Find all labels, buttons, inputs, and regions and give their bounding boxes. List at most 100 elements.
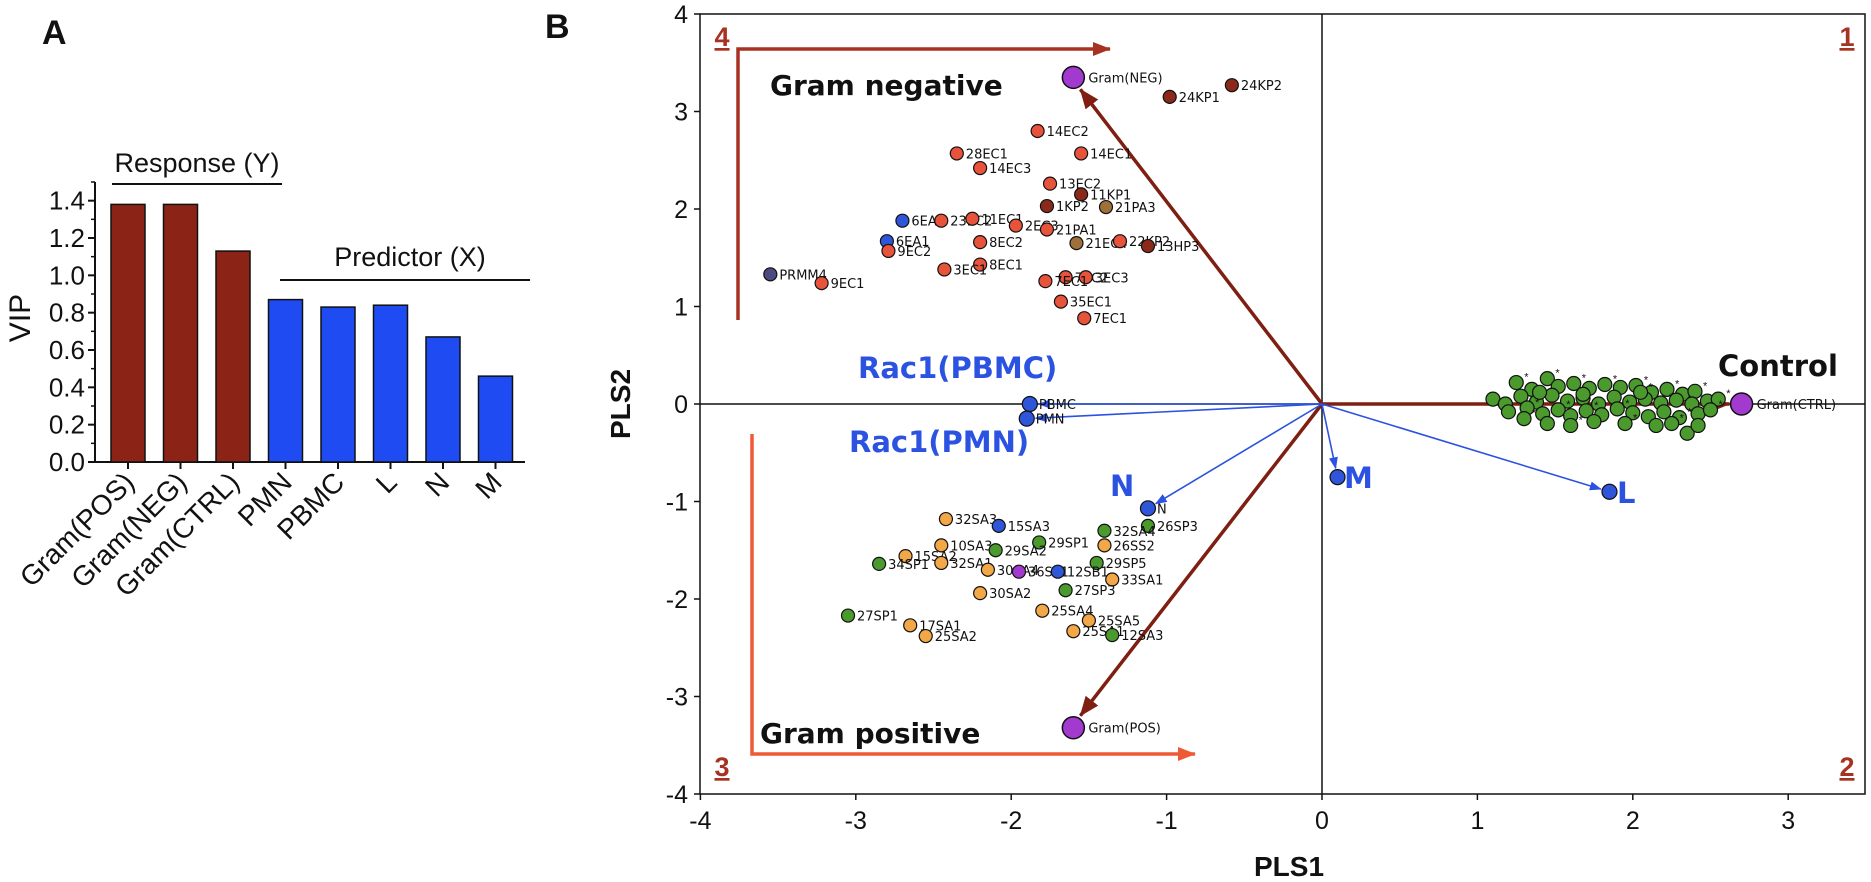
rac1-pmn-label: Rac1(PMN) <box>849 425 1029 459</box>
pls1-tick-label: -2 <box>1000 807 1022 835</box>
gram-positive-point-label: 12SA3 <box>1121 629 1163 644</box>
predictor-loading-arrow <box>1321 403 1602 491</box>
gram-negative-point-label: 11KP1 <box>1090 188 1131 203</box>
gram-negative-point-label: 13EC2 <box>1059 178 1101 193</box>
gram-positive-point-label: 25SA4 <box>1051 605 1093 620</box>
predictor-point-label: PBMC <box>1039 398 1076 413</box>
control-point <box>1609 401 1625 417</box>
control-point <box>1559 393 1576 409</box>
gram-positive-point <box>872 556 887 572</box>
pls2-tick-label: 3 <box>674 99 688 127</box>
vip-y-tick-label: 0.4 <box>49 372 85 402</box>
response-group-label: Response (Y) <box>114 148 279 178</box>
gram-negative-point <box>1039 222 1055 237</box>
gram-negative-point <box>973 160 988 176</box>
gram-negative-point-label: 14EC2 <box>1047 125 1089 140</box>
panel-a-letter: A <box>42 14 67 52</box>
gram-positive-point-label: 30SA2 <box>989 587 1031 602</box>
vip-y-tick-label: 0.8 <box>49 298 85 328</box>
gram-positive-point <box>938 511 954 527</box>
vip-y-tick-label: 0.2 <box>49 410 85 440</box>
gram-positive-point <box>980 562 995 577</box>
gram-negative-point <box>1140 238 1156 254</box>
vip-y-tick-label: 1.4 <box>49 186 85 216</box>
vip-group-labels: Response (Y) Predictor (X) <box>112 148 530 281</box>
vip-category-label: L <box>370 466 403 499</box>
gram-positive-point <box>1105 627 1120 643</box>
gram-negative-point <box>934 213 949 228</box>
control-point <box>1668 392 1684 408</box>
vip-bar-gramneg <box>162 203 199 463</box>
gram-negative-point <box>1053 294 1069 309</box>
quadrant-guides <box>736 42 1196 761</box>
gram-positive-point-label: 27SP1 <box>857 610 898 625</box>
gram-positive-point <box>1089 555 1104 571</box>
control-point-marker: * <box>1594 400 1599 412</box>
control-point <box>1539 371 1555 387</box>
pls2-axis-label: PLS2 <box>605 369 636 439</box>
gram-positive-point-label: 29SA2 <box>1005 544 1047 559</box>
gram-positive-point-label: 25SA5 <box>1098 614 1140 629</box>
response-loading-arrow <box>1078 402 1324 717</box>
control-point <box>1566 375 1582 392</box>
vip-bar-gramctrl <box>215 250 251 463</box>
predictor-loading-arrow <box>1321 403 1338 470</box>
gram-negative-point <box>895 213 910 228</box>
gram-negative-point-label: 28EC1 <box>966 147 1008 162</box>
gram-negative-point <box>965 211 980 226</box>
panel-b-letter: B <box>545 8 570 46</box>
gram-negative-point <box>1078 270 1093 285</box>
response-point-label: Gram(POS) <box>1088 722 1161 737</box>
gram-positive-point <box>1050 564 1065 579</box>
vip-bar-pbmc <box>320 306 356 463</box>
gram-negative-point-label: 21PA1 <box>1056 223 1097 238</box>
control-point <box>1664 415 1680 432</box>
vip-y-tick-label: 1.2 <box>49 223 85 253</box>
gram-positive-point-label: 15SA3 <box>1008 520 1050 535</box>
control-point-marker: * <box>1535 397 1540 409</box>
predictor-point-l <box>1601 483 1618 500</box>
vip-bar-grampos <box>110 203 146 463</box>
gram-negative-point <box>949 146 964 161</box>
gram-positive-point-label: 10SA3 <box>950 539 992 554</box>
gram-negative-point <box>1077 311 1092 326</box>
pls2-tick-label: -4 <box>666 781 688 809</box>
vip-bars <box>110 203 514 463</box>
control-point-marker: * <box>1524 372 1529 384</box>
gram-positive-point <box>918 628 933 644</box>
control-point-marker: * <box>1726 388 1731 400</box>
gram-positive-point <box>898 548 913 564</box>
pls1-tick-label: 3 <box>1781 807 1795 835</box>
biplot-annotations: Gram negative Gram positive Control Rac1(PB… <box>760 69 1838 750</box>
gram-negative-point <box>1039 198 1055 214</box>
gram-positive-point <box>988 543 1003 558</box>
predictor-loading-arrow <box>1034 403 1323 423</box>
control-point <box>1578 403 1594 419</box>
control-point-marker: * <box>1582 373 1587 385</box>
predictor-point-m <box>1329 469 1346 486</box>
gram-positive-point-label: 32SA4 <box>1113 525 1155 540</box>
control-point <box>1702 402 1719 418</box>
response-point <box>1061 715 1086 740</box>
control-point <box>1625 405 1641 421</box>
gram-positive-point-label: 34SP1 <box>888 558 929 573</box>
vip-bar-m <box>477 375 514 463</box>
gram-positive-point <box>1066 624 1081 639</box>
n-loading-label: N <box>1110 469 1134 503</box>
gram-negative-point <box>937 262 952 277</box>
control-point-marker: * <box>1579 414 1584 426</box>
gram-negative-point <box>1030 123 1045 139</box>
control-point <box>1659 381 1675 397</box>
response-points: Gram(NEG) Gram(POS) Gram(CTRL) <box>1061 65 1836 740</box>
control-point <box>1516 411 1532 427</box>
response-point <box>1729 392 1754 416</box>
loading-arrows <box>1034 88 1731 717</box>
gram-negative-point-label: 8EC1 <box>989 259 1023 274</box>
gram-positive-point <box>973 586 988 601</box>
control-point-marker: * <box>1613 374 1618 386</box>
gram-negative-point-label: 14EC3 <box>989 162 1031 177</box>
gram-positive-label: Gram positive <box>760 717 980 750</box>
gram-negative-point-label: 14EC1 <box>1090 147 1132 162</box>
